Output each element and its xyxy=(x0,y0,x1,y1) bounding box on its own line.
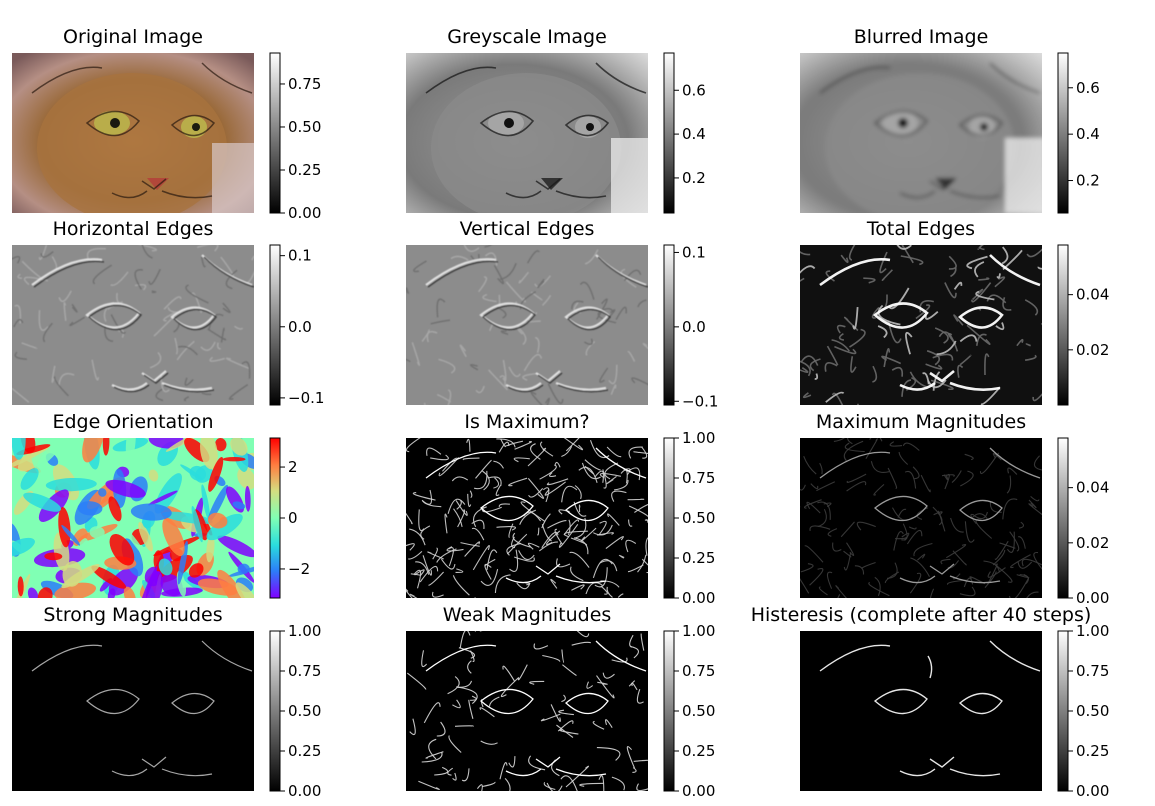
panel-image xyxy=(406,245,648,405)
panel-image xyxy=(12,53,254,213)
panel-weak-edges: Weak Magnitudes 0.00 0.25 0.50 0.75 1.00 xyxy=(406,604,715,800)
panel-image xyxy=(800,438,1042,598)
panel-image xyxy=(12,631,254,791)
colorbar-tick-label: −2 xyxy=(288,560,310,578)
panel-title: Horizontal Edges xyxy=(53,218,214,240)
colorbar xyxy=(664,438,674,598)
colorbar-tick-label: 0.4 xyxy=(1076,125,1100,143)
panel-title: Maximum Magnitudes xyxy=(816,411,1026,433)
colorbar-tick-label: 0.04 xyxy=(1076,479,1109,497)
panel-title: Original Image xyxy=(63,26,203,48)
panel-image xyxy=(800,631,1042,791)
panel-title: Is Maximum? xyxy=(464,411,589,433)
panel-edge-orientation: Edge Orientation −2 0 2 xyxy=(12,411,310,599)
colorbar-tick-label: 0.00 xyxy=(1076,782,1109,800)
colorbar xyxy=(270,438,280,598)
panel-image xyxy=(800,53,1042,213)
colorbar-tick-label: 0.2 xyxy=(682,169,706,187)
colorbar-tick-label: 1.00 xyxy=(288,622,321,640)
colorbar-tick-label: 0.25 xyxy=(288,161,321,179)
colorbar-tick-label: 2 xyxy=(288,458,298,476)
colorbar-tick-label: 0.6 xyxy=(682,81,706,99)
colorbar-tick-label: 0.75 xyxy=(1076,662,1109,680)
colorbar-tick-label: 0.00 xyxy=(682,589,715,607)
colorbar-tick-label: 1.00 xyxy=(1076,622,1109,640)
panel-title: Total Edges xyxy=(866,218,975,240)
colorbar-tick-label: 0.25 xyxy=(1076,742,1109,760)
colorbar-tick-label: 0.50 xyxy=(288,702,321,720)
colorbar-tick-label: 0.1 xyxy=(288,247,312,265)
panel-title: Greyscale Image xyxy=(447,26,607,48)
colorbar xyxy=(664,245,674,405)
panel-image xyxy=(406,631,648,791)
colorbar-tick-label: 0.0 xyxy=(288,318,312,336)
colorbar xyxy=(664,631,674,791)
colorbar-tick-label: 0.50 xyxy=(1076,702,1109,720)
colorbar-tick-label: 0.25 xyxy=(682,549,715,567)
colorbar-tick-label: 0.6 xyxy=(1076,79,1100,97)
panel-strong-edges: Strong Magnitudes 0.00 0.25 0.50 0.75 1.00 xyxy=(12,604,321,800)
panel-hysteresis-result: Histeresis (complete after 40 steps) 0.00… xyxy=(751,604,1110,800)
colorbar-tick-label: 0.25 xyxy=(682,742,715,760)
colorbar-tick-label: 0.2 xyxy=(1076,172,1100,190)
colorbar-tick-label: 0.75 xyxy=(682,469,715,487)
colorbar xyxy=(270,631,280,791)
panel-sobel-y: Vertical Edges −0.1 0.0 0.1 xyxy=(406,218,718,410)
panel-suppressed-magnitudes: Maximum Magnitudes 0.00 0.02 0.04 xyxy=(800,411,1109,607)
panel-image xyxy=(12,245,254,405)
colorbar-tick-label: 0.75 xyxy=(682,662,715,680)
panel-title: Strong Magnitudes xyxy=(43,604,222,626)
panel-image xyxy=(406,438,648,598)
colorbar-tick-label: 0.04 xyxy=(1076,286,1109,304)
colorbar-tick-label: −0.1 xyxy=(682,392,718,410)
colorbar-tick-label: 0.50 xyxy=(682,509,715,527)
panel-title: Vertical Edges xyxy=(460,218,595,240)
panel-image xyxy=(12,438,254,598)
panel-title: Weak Magnitudes xyxy=(443,604,612,626)
colorbar-tick-label: 0.00 xyxy=(288,782,321,800)
colorbar xyxy=(270,53,280,213)
panel-cat-photo-color: Original Image 0.00 0.25 0.50 0.75 xyxy=(12,26,321,222)
colorbar xyxy=(1058,438,1068,598)
colorbar-tick-label: −0.1 xyxy=(288,389,324,407)
panel-edge-magnitude: Total Edges 0.02 0.04 xyxy=(800,218,1109,406)
colorbar xyxy=(1058,631,1068,791)
panel-cat-photo-blurred: Blurred Image 0.2 0.4 0.6 xyxy=(800,26,1100,214)
panel-title: Histeresis (complete after 40 steps) xyxy=(751,604,1092,626)
colorbar-tick-label: 0.50 xyxy=(288,118,321,136)
colorbar-tick-label: 0.4 xyxy=(682,125,706,143)
colorbar-tick-label: 0.75 xyxy=(288,75,321,93)
colorbar-tick-label: 0.50 xyxy=(682,702,715,720)
colorbar-tick-label: 0 xyxy=(288,509,298,527)
colorbar-tick-label: 0.0 xyxy=(682,318,706,336)
panel-title: Blurred Image xyxy=(854,26,989,48)
panel-sobel-x: Horizontal Edges −0.1 0.0 0.1 xyxy=(12,218,324,407)
colorbar-tick-label: 0.00 xyxy=(288,204,321,222)
panel-image xyxy=(800,245,1042,405)
panel-image xyxy=(406,53,648,213)
colorbar-tick-label: 0.25 xyxy=(288,742,321,760)
colorbar xyxy=(664,53,674,213)
colorbar xyxy=(270,245,280,405)
colorbar-tick-label: 0.02 xyxy=(1076,341,1109,359)
colorbar xyxy=(1058,245,1068,405)
colorbar-tick-label: 0.1 xyxy=(682,243,706,261)
colorbar-tick-label: 0.00 xyxy=(1076,589,1109,607)
colorbar xyxy=(1058,53,1068,213)
colorbar-tick-label: 0.00 xyxy=(682,782,715,800)
panel-non-max-suppression-mask: Is Maximum? 0.00 0.25 0.50 0.75 1.00 xyxy=(406,411,715,607)
panel-title: Edge Orientation xyxy=(52,411,213,433)
colorbar-tick-label: 1.00 xyxy=(682,622,715,640)
colorbar-tick-label: 1.00 xyxy=(682,429,715,447)
colorbar-tick-label: 0.75 xyxy=(288,662,321,680)
panel-cat-photo-gray: Greyscale Image 0.2 0.4 0.6 xyxy=(406,26,706,214)
colorbar-tick-label: 0.02 xyxy=(1076,534,1109,552)
